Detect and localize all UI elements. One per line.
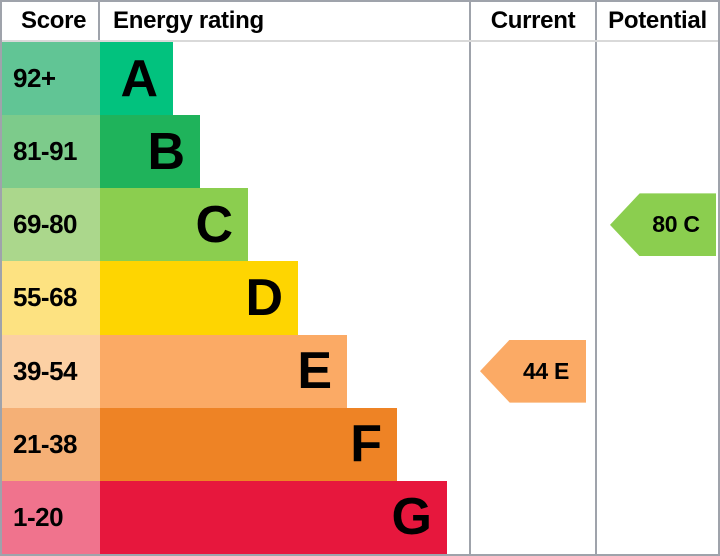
score-range-label: 81-91 <box>2 115 100 189</box>
score-range-label: 21-38 <box>2 407 100 481</box>
potential-column-cell <box>595 407 718 481</box>
rating-letter: E <box>297 342 332 401</box>
rating-bar: F <box>100 407 397 481</box>
rating-band-row: 55-68 D <box>2 261 718 335</box>
rating-bar-area: B <box>100 115 469 189</box>
rating-bar: D <box>100 261 298 335</box>
current-column-cell <box>469 188 595 262</box>
potential-column-cell <box>595 480 718 554</box>
score-range-label: 1-20 <box>2 480 100 554</box>
rating-letter: B <box>147 122 185 181</box>
rating-band-row: 92+ A <box>2 42 718 116</box>
rating-band-row: 21-38 F <box>2 407 718 481</box>
current-column-cell <box>469 480 595 554</box>
rating-band-row: 39-54 E 44 E <box>2 334 718 408</box>
rating-bar: A <box>100 42 173 116</box>
rating-bar-area: C <box>100 188 469 262</box>
score-range-label: 69-80 <box>2 188 100 262</box>
potential-rating-arrow: 80 C <box>610 193 716 257</box>
rating-letter: F <box>350 415 382 474</box>
rating-bar-area: F <box>100 407 469 481</box>
current-column-cell <box>469 42 595 116</box>
potential-rating-arrow-label: 80 C <box>652 211 700 238</box>
rating-bands-container: 92+ A 81-91 B 69-80 C 80 C 55-68 <box>2 42 718 554</box>
current-column-cell: 44 E <box>469 334 595 408</box>
rating-bar: B <box>100 115 200 189</box>
rating-band-row: 81-91 B <box>2 115 718 189</box>
score-range-label: 39-54 <box>2 334 100 408</box>
rating-bar-area: G <box>100 480 469 554</box>
potential-column-cell <box>595 334 718 408</box>
potential-column-cell <box>595 261 718 335</box>
potential-column-cell <box>595 42 718 116</box>
header-score: Score <box>2 2 100 40</box>
current-column-cell <box>469 115 595 189</box>
rating-bar-area: A <box>100 42 469 116</box>
current-column-cell <box>469 261 595 335</box>
rating-bar-area: E <box>100 334 469 408</box>
rating-band-row: 69-80 C 80 C <box>2 188 718 262</box>
rating-letter: D <box>245 268 283 327</box>
rating-bar: G <box>100 480 447 554</box>
rating-letter: C <box>195 195 233 254</box>
rating-bar-area: D <box>100 261 469 335</box>
rating-band-row: 1-20 G <box>2 480 718 554</box>
header-current: Current <box>469 2 595 40</box>
rating-letter: G <box>391 488 432 547</box>
header-potential: Potential <box>595 2 718 40</box>
chart-header-row: Score Energy rating Current Potential <box>2 2 718 42</box>
score-range-label: 55-68 <box>2 261 100 335</box>
rating-bar: E <box>100 334 347 408</box>
score-range-label: 92+ <box>2 42 100 116</box>
potential-column-cell <box>595 115 718 189</box>
rating-bar: C <box>100 188 248 262</box>
current-rating-arrow-label: 44 E <box>522 357 570 384</box>
current-rating-arrow: 44 E <box>480 339 586 403</box>
rating-letter: A <box>120 49 158 108</box>
current-column-cell <box>469 407 595 481</box>
header-energy-rating: Energy rating <box>113 7 264 34</box>
potential-column-cell: 80 C <box>595 188 718 262</box>
